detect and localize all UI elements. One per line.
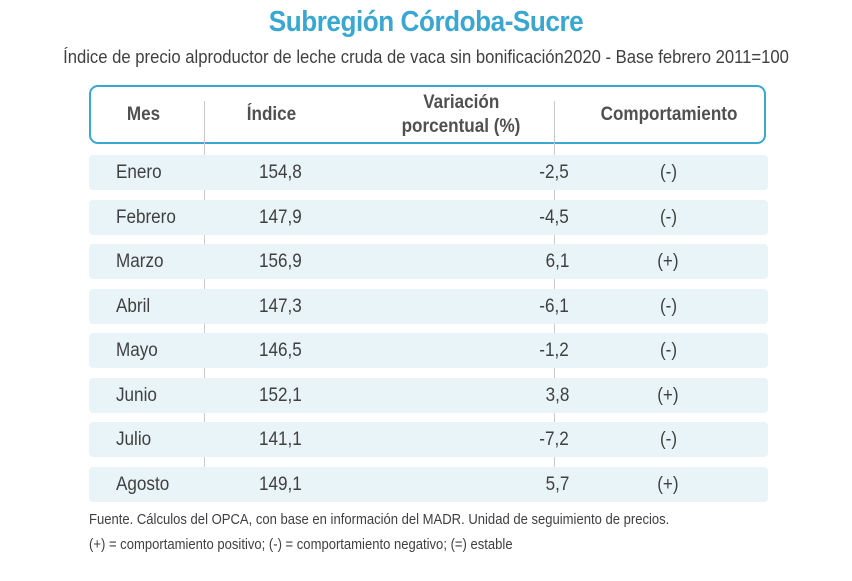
cell-variacion: -2,5: [539, 161, 569, 183]
cell-indice: 156,9: [259, 250, 302, 272]
table-row: Junio 152,1 3,8 (+): [89, 378, 768, 413]
cell-variacion: -4,5: [539, 206, 569, 228]
cell-indice: 141,1: [259, 428, 302, 450]
cell-comportamiento: (-): [659, 339, 677, 361]
table-row: Enero 154,8 -2,5 (-): [89, 155, 768, 190]
footer-source: Fuente. Cálculos del OPCA, con base en i…: [89, 512, 670, 528]
cell-mes: Abril: [116, 295, 151, 317]
cell-variacion: -6,1: [539, 295, 569, 317]
footer-legend: (+) = comportamiento positivo; (-) = com…: [89, 537, 513, 553]
cell-variacion: 6,1: [545, 250, 569, 272]
page-subtitle: Índice de precio alproductor de leche cr…: [63, 46, 789, 67]
table-row: Mayo 146,5 -1,2 (-): [89, 333, 768, 368]
table-row: Julio 141,1 -7,2 (-): [89, 422, 768, 457]
table-row: Marzo 156,9 6,1 (+): [89, 244, 768, 279]
cell-comportamiento: (+): [657, 473, 679, 495]
cell-comportamiento: (-): [659, 161, 677, 183]
table-row: Febrero 147,9 -4,5 (-): [89, 200, 768, 235]
cell-variacion: 5,7: [545, 473, 569, 495]
table-row: Agosto 149,1 5,7 (+): [89, 467, 768, 502]
cell-indice: 149,1: [259, 473, 302, 495]
cell-comportamiento: (-): [659, 428, 677, 450]
cell-variacion: -1,2: [539, 339, 569, 361]
cell-variacion: 3,8: [545, 384, 569, 406]
cell-comportamiento: (-): [659, 206, 677, 228]
cell-variacion: -7,2: [539, 428, 569, 450]
cell-indice: 147,9: [259, 206, 302, 228]
cell-mes: Agosto: [116, 473, 170, 495]
header-mes: Mes: [126, 103, 161, 125]
cell-comportamiento: (-): [659, 295, 677, 317]
cell-mes: Mayo: [116, 339, 158, 361]
cell-mes: Julio: [116, 428, 152, 450]
cell-indice: 147,3: [259, 295, 302, 317]
cell-mes: Junio: [116, 384, 157, 406]
cell-mes: Marzo: [116, 250, 164, 272]
cell-comportamiento: (+): [657, 384, 679, 406]
cell-indice: 152,1: [259, 384, 302, 406]
cell-indice: 154,8: [259, 161, 302, 183]
cell-indice: 146,5: [259, 339, 302, 361]
cell-mes: Febrero: [116, 206, 176, 228]
header-variacion: Variación porcentual (%): [401, 91, 521, 137]
page-title: Subregión Córdoba-Sucre: [268, 6, 584, 38]
header-comportamiento: Comportamiento: [600, 103, 737, 125]
cell-comportamiento: (+): [657, 250, 679, 272]
table-header: Mes Índice Variación porcentual (%) Comp…: [89, 85, 766, 144]
header-indice: Índice: [246, 103, 296, 125]
cell-mes: Enero: [116, 161, 162, 183]
table-row: Abril 147,3 -6,1 (-): [89, 289, 768, 324]
